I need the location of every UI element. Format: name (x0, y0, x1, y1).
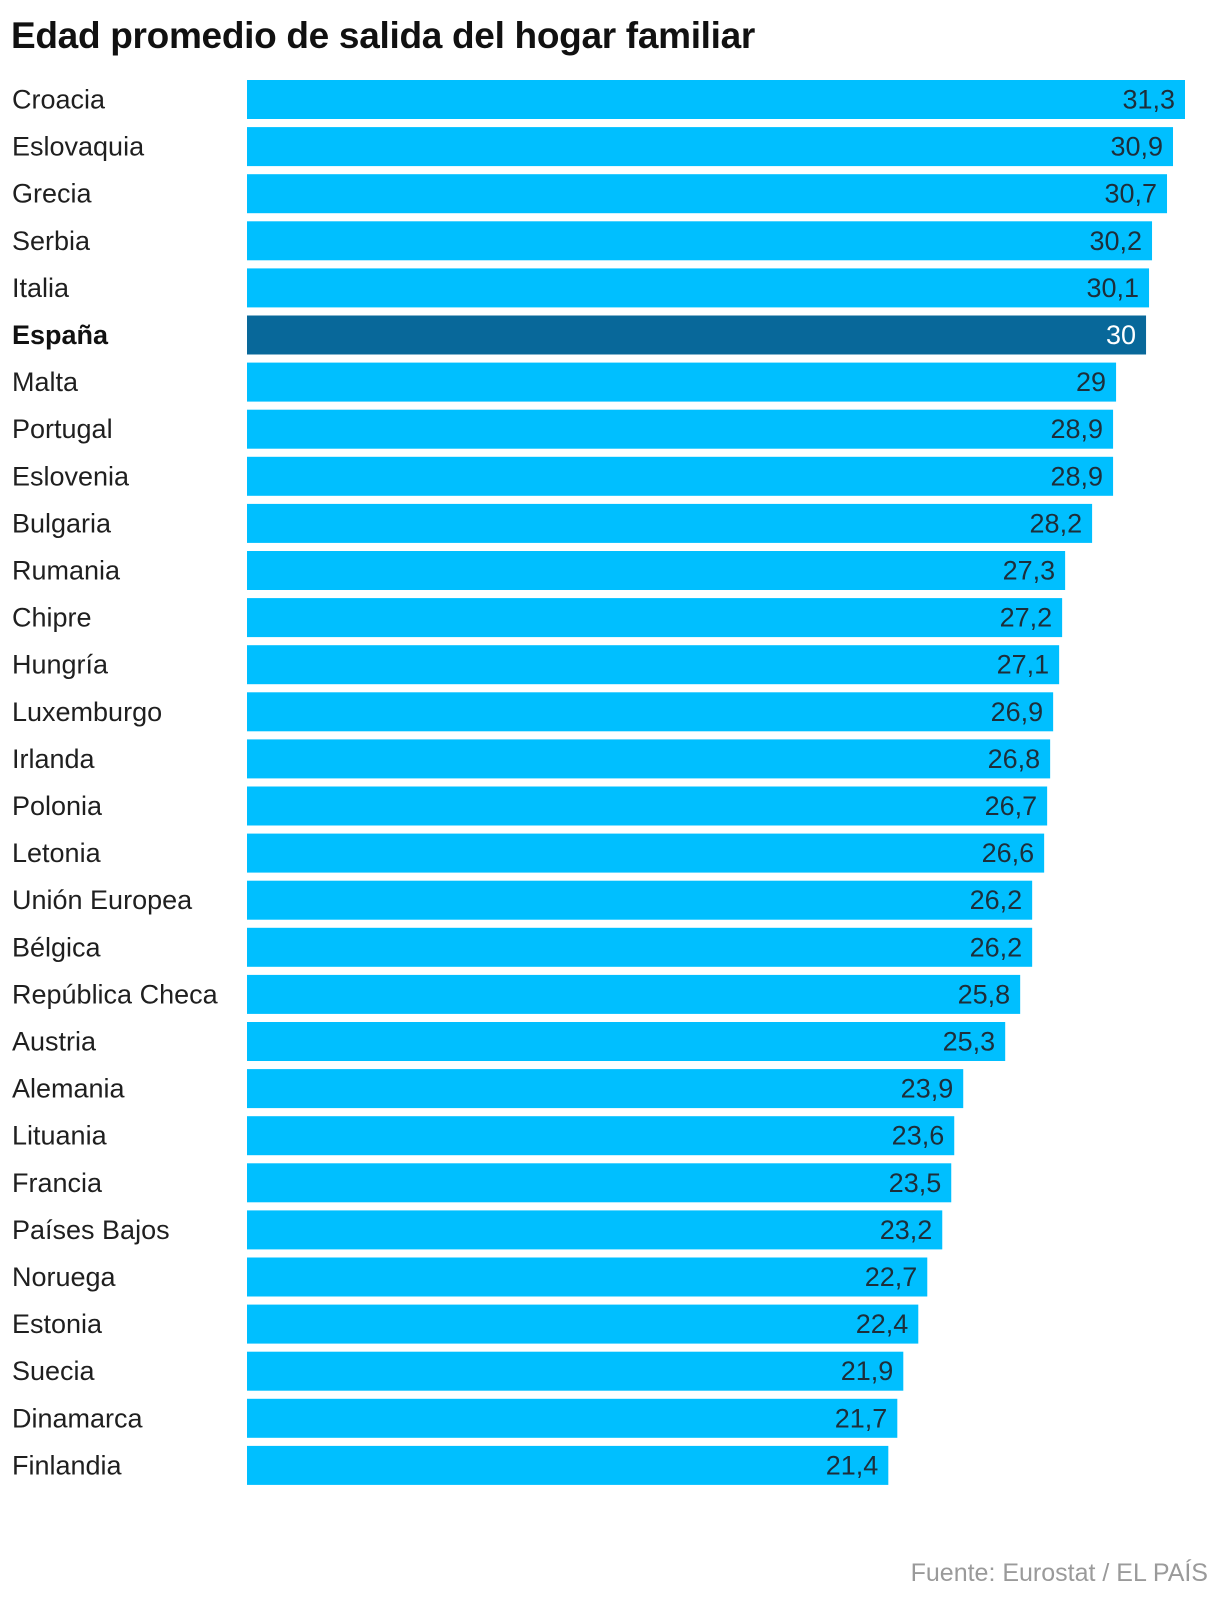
category-label-union-europea: Unión Europea (12, 885, 193, 915)
category-label-italia: Italia (12, 273, 70, 303)
value-label-italia: 30,1 (1086, 273, 1139, 303)
value-label-bulgaria: 28,2 (1030, 508, 1083, 538)
value-label-belgica: 26,2 (970, 932, 1023, 962)
bar-paises-bajos (247, 1210, 943, 1250)
value-label-espana: 30 (1106, 320, 1136, 350)
value-label-serbia: 30,2 (1089, 226, 1142, 256)
bar-hungria (247, 645, 1060, 685)
value-label-letonia: 26,6 (982, 838, 1035, 868)
bar-eslovaquia (247, 127, 1174, 167)
category-label-portugal: Portugal (12, 414, 113, 444)
value-label-eslovenia: 28,9 (1051, 461, 1104, 491)
value-label-union-europea: 26,2 (970, 885, 1023, 915)
chart-title: Edad promedio de salida del hogar famili… (11, 15, 756, 56)
category-label-chipre: Chipre (12, 603, 92, 633)
category-label-austria: Austria (12, 1027, 97, 1057)
category-label-espana: España (12, 320, 109, 350)
value-label-polonia: 26,7 (985, 791, 1038, 821)
category-label-bulgaria: Bulgaria (12, 508, 112, 538)
bar-lituania (247, 1116, 955, 1156)
value-label-portugal: 28,9 (1051, 414, 1104, 444)
value-label-grecia: 30,7 (1104, 179, 1157, 209)
value-label-finlandia: 21,4 (826, 1450, 879, 1480)
value-label-irlanda: 26,8 (988, 744, 1041, 774)
bar-francia (247, 1163, 952, 1203)
category-label-suecia: Suecia (12, 1356, 96, 1386)
category-label-noruega: Noruega (12, 1262, 117, 1292)
category-label-hungria: Hungría (12, 650, 109, 680)
bar-polonia (247, 786, 1048, 826)
category-label-eslovenia: Eslovenia (12, 461, 130, 491)
category-label-eslovaquia: Eslovaquia (12, 132, 145, 162)
category-label-paises-bajos: Países Bajos (12, 1215, 170, 1245)
bar-grecia (247, 174, 1168, 214)
category-label-estonia: Estonia (12, 1309, 103, 1339)
bars-group: Croacia 31,3 Eslovaquia 30,9 Grecia 30,7 Serbi… (12, 80, 1185, 1485)
value-label-francia: 23,5 (889, 1168, 942, 1198)
value-label-paises-bajos: 23,2 (880, 1215, 933, 1245)
category-label-malta: Malta (12, 367, 79, 397)
category-label-serbia: Serbia (12, 226, 91, 256)
bar-estonia (247, 1304, 919, 1344)
value-label-luxemburgo: 26,9 (991, 697, 1044, 727)
category-label-francia: Francia (12, 1168, 103, 1198)
bar-finlandia (247, 1445, 889, 1485)
value-label-dinamarca: 21,7 (835, 1403, 888, 1433)
bar-espana (247, 315, 1147, 355)
bar-republica-checa (247, 974, 1021, 1014)
bar-dinamarca (247, 1398, 898, 1438)
bar-irlanda (247, 739, 1051, 779)
value-label-eslovaquia: 30,9 (1110, 132, 1163, 162)
value-label-noruega: 22,7 (865, 1262, 918, 1292)
bar-chipre (247, 598, 1063, 638)
bar-bulgaria (247, 503, 1093, 543)
value-label-alemania: 23,9 (901, 1074, 954, 1104)
bar-serbia (247, 221, 1153, 261)
value-label-lituania: 23,6 (892, 1121, 945, 1151)
category-label-letonia: Letonia (12, 838, 102, 868)
category-label-luxemburgo: Luxemburgo (12, 697, 162, 727)
value-label-croacia: 31,3 (1122, 85, 1175, 115)
bar-rumania (247, 551, 1066, 590)
category-label-belgica: Bélgica (12, 932, 102, 962)
category-label-rumania: Rumania (12, 556, 121, 586)
value-label-rumania: 27,3 (1003, 556, 1056, 586)
category-label-grecia: Grecia (12, 179, 93, 209)
bar-austria (247, 1022, 1006, 1061)
bar-italia (247, 268, 1150, 308)
category-label-republica-checa: República Checa (12, 979, 219, 1009)
value-label-republica-checa: 25,8 (958, 979, 1011, 1009)
bar-belgica (247, 927, 1033, 967)
category-label-alemania: Alemania (12, 1074, 126, 1104)
category-label-lituania: Lituania (12, 1121, 108, 1151)
category-label-croacia: Croacia (12, 85, 106, 115)
value-label-suecia: 21,9 (841, 1356, 894, 1386)
bar-eslovenia (247, 456, 1114, 496)
bar-luxemburgo (247, 692, 1054, 732)
bar-croacia (247, 80, 1185, 119)
bar-letonia (247, 833, 1045, 873)
bar-union-europea (247, 880, 1033, 920)
bar-malta (247, 362, 1117, 402)
value-label-malta: 29 (1076, 367, 1106, 397)
category-label-dinamarca: Dinamarca (12, 1403, 144, 1433)
value-label-chipre: 27,2 (1000, 603, 1053, 633)
bar-suecia (247, 1351, 904, 1391)
value-label-hungria: 27,1 (997, 650, 1050, 680)
value-label-estonia: 22,4 (856, 1309, 909, 1339)
bar-portugal (247, 409, 1114, 449)
category-label-finlandia: Finlandia (12, 1450, 123, 1480)
category-label-irlanda: Irlanda (12, 744, 96, 774)
category-label-polonia: Polonia (12, 791, 103, 821)
value-label-austria: 25,3 (943, 1027, 996, 1057)
bar-alemania (247, 1069, 964, 1109)
source-note: Fuente: Eurostat / EL PAÍS (910, 1559, 1208, 1587)
bar-noruega (247, 1257, 928, 1297)
